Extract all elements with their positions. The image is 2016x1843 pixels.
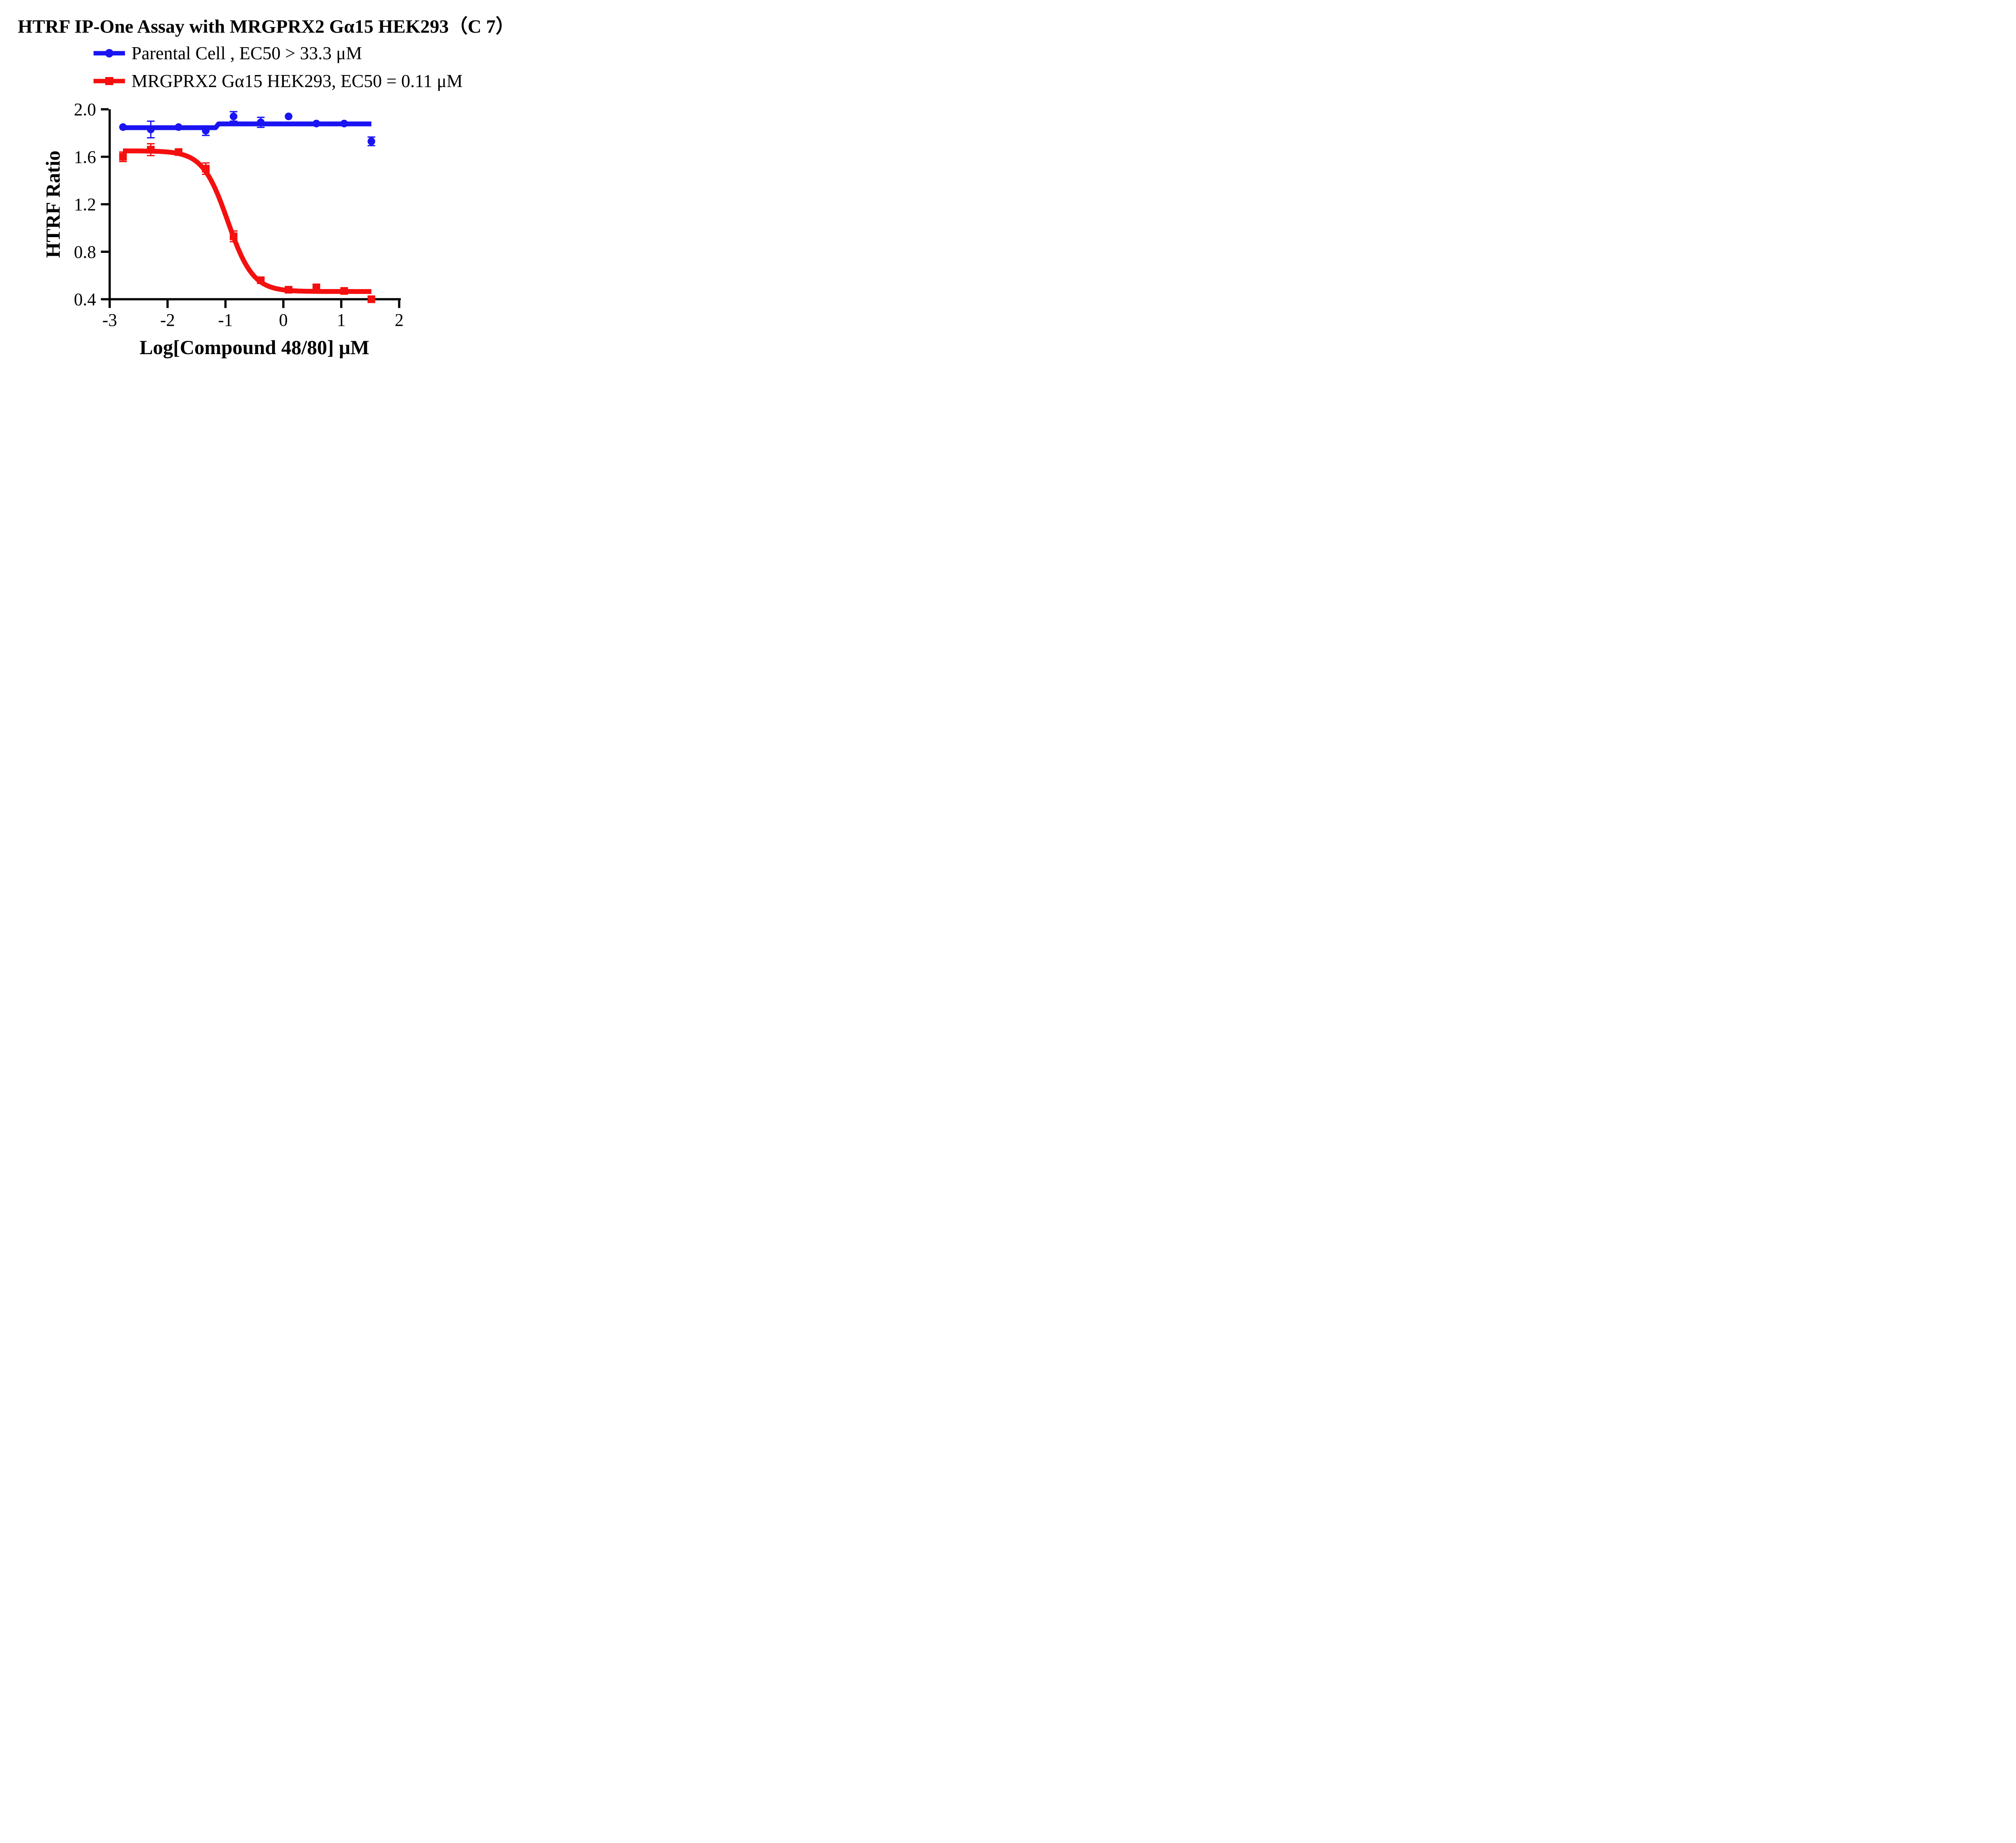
y-tick-label: 0.8 [74,242,96,262]
x-tick-label: -2 [160,310,175,330]
data-point-parental-cell [147,125,155,133]
x-tick-label: -3 [102,310,117,330]
legend-label-mrgprx2: MRGPRX2 Gα15 HEK293, EC50 = 0.11 μM [131,71,463,91]
data-point-mrgprx2-ga15-hek293 [312,284,321,292]
data-point-parental-cell [229,113,237,121]
y-axis-title: HTRF Ratio [42,150,64,258]
data-point-mrgprx2-ga15-hek293 [147,146,155,154]
x-tick-label: 2 [395,310,404,330]
y-tick-label: 1.6 [74,147,96,167]
chart-title: HTRF IP-One Assay with MRGPRX2 Gα15 HEK2… [18,16,505,37]
data-point-parental-cell [312,119,321,127]
fit-line-mrgprx2-ga15-hek293 [121,148,373,294]
x-axis-title: Log[Compound 48/80] μM [140,336,369,359]
data-point-parental-cell [285,113,293,121]
data-point-parental-cell [175,123,183,131]
data-point-mrgprx2-ga15-hek293 [340,287,348,295]
fit-line-parental-cell [123,121,372,130]
figure: -3 -2 -1 0 1 2 0.4 0.8 1.2 1.6 2.0 Log[Compound 48/… [0,0,505,369]
data-point-mrgprx2-ga15-hek293 [175,148,183,156]
y-tick-label: 2.0 [74,100,96,119]
x-tick-label: -1 [218,310,233,330]
legend-marker-circle-icon [94,49,125,58]
data-point-mrgprx2-ga15-hek293 [257,276,265,284]
x-tick-label: 0 [279,310,288,330]
data-point-parental-cell [119,123,127,131]
data-point-parental-cell [340,119,348,127]
data-point-mrgprx2-ga15-hek293 [229,232,237,240]
data-point-parental-cell [202,127,210,135]
legend-label-parental: Parental Cell , EC50 > 33.3 μM [131,43,362,63]
y-tick-label: 0.4 [74,290,96,309]
plot-area: -3 -2 -1 0 1 2 0.4 0.8 1.2 1.6 2.0 Log[Compound 48/… [42,100,404,359]
legend-item-parental: Parental Cell , EC50 > 33.3 μM [92,43,362,63]
legend-item-mrgprx2: MRGPRX2 Gα15 HEK293, EC50 = 0.11 μM [92,71,463,91]
data-point-parental-cell [257,118,265,126]
data-point-parental-cell [367,137,375,145]
legend-marker-square-icon [94,77,125,85]
data-point-mrgprx2-ga15-hek293 [367,295,375,303]
data-point-mrgprx2-ga15-hek293 [119,153,127,161]
x-tick-label: 1 [337,310,346,330]
data-point-mrgprx2-ga15-hek293 [285,286,293,294]
data-point-mrgprx2-ga15-hek293 [202,165,210,173]
y-tick-label: 1.2 [74,195,96,215]
